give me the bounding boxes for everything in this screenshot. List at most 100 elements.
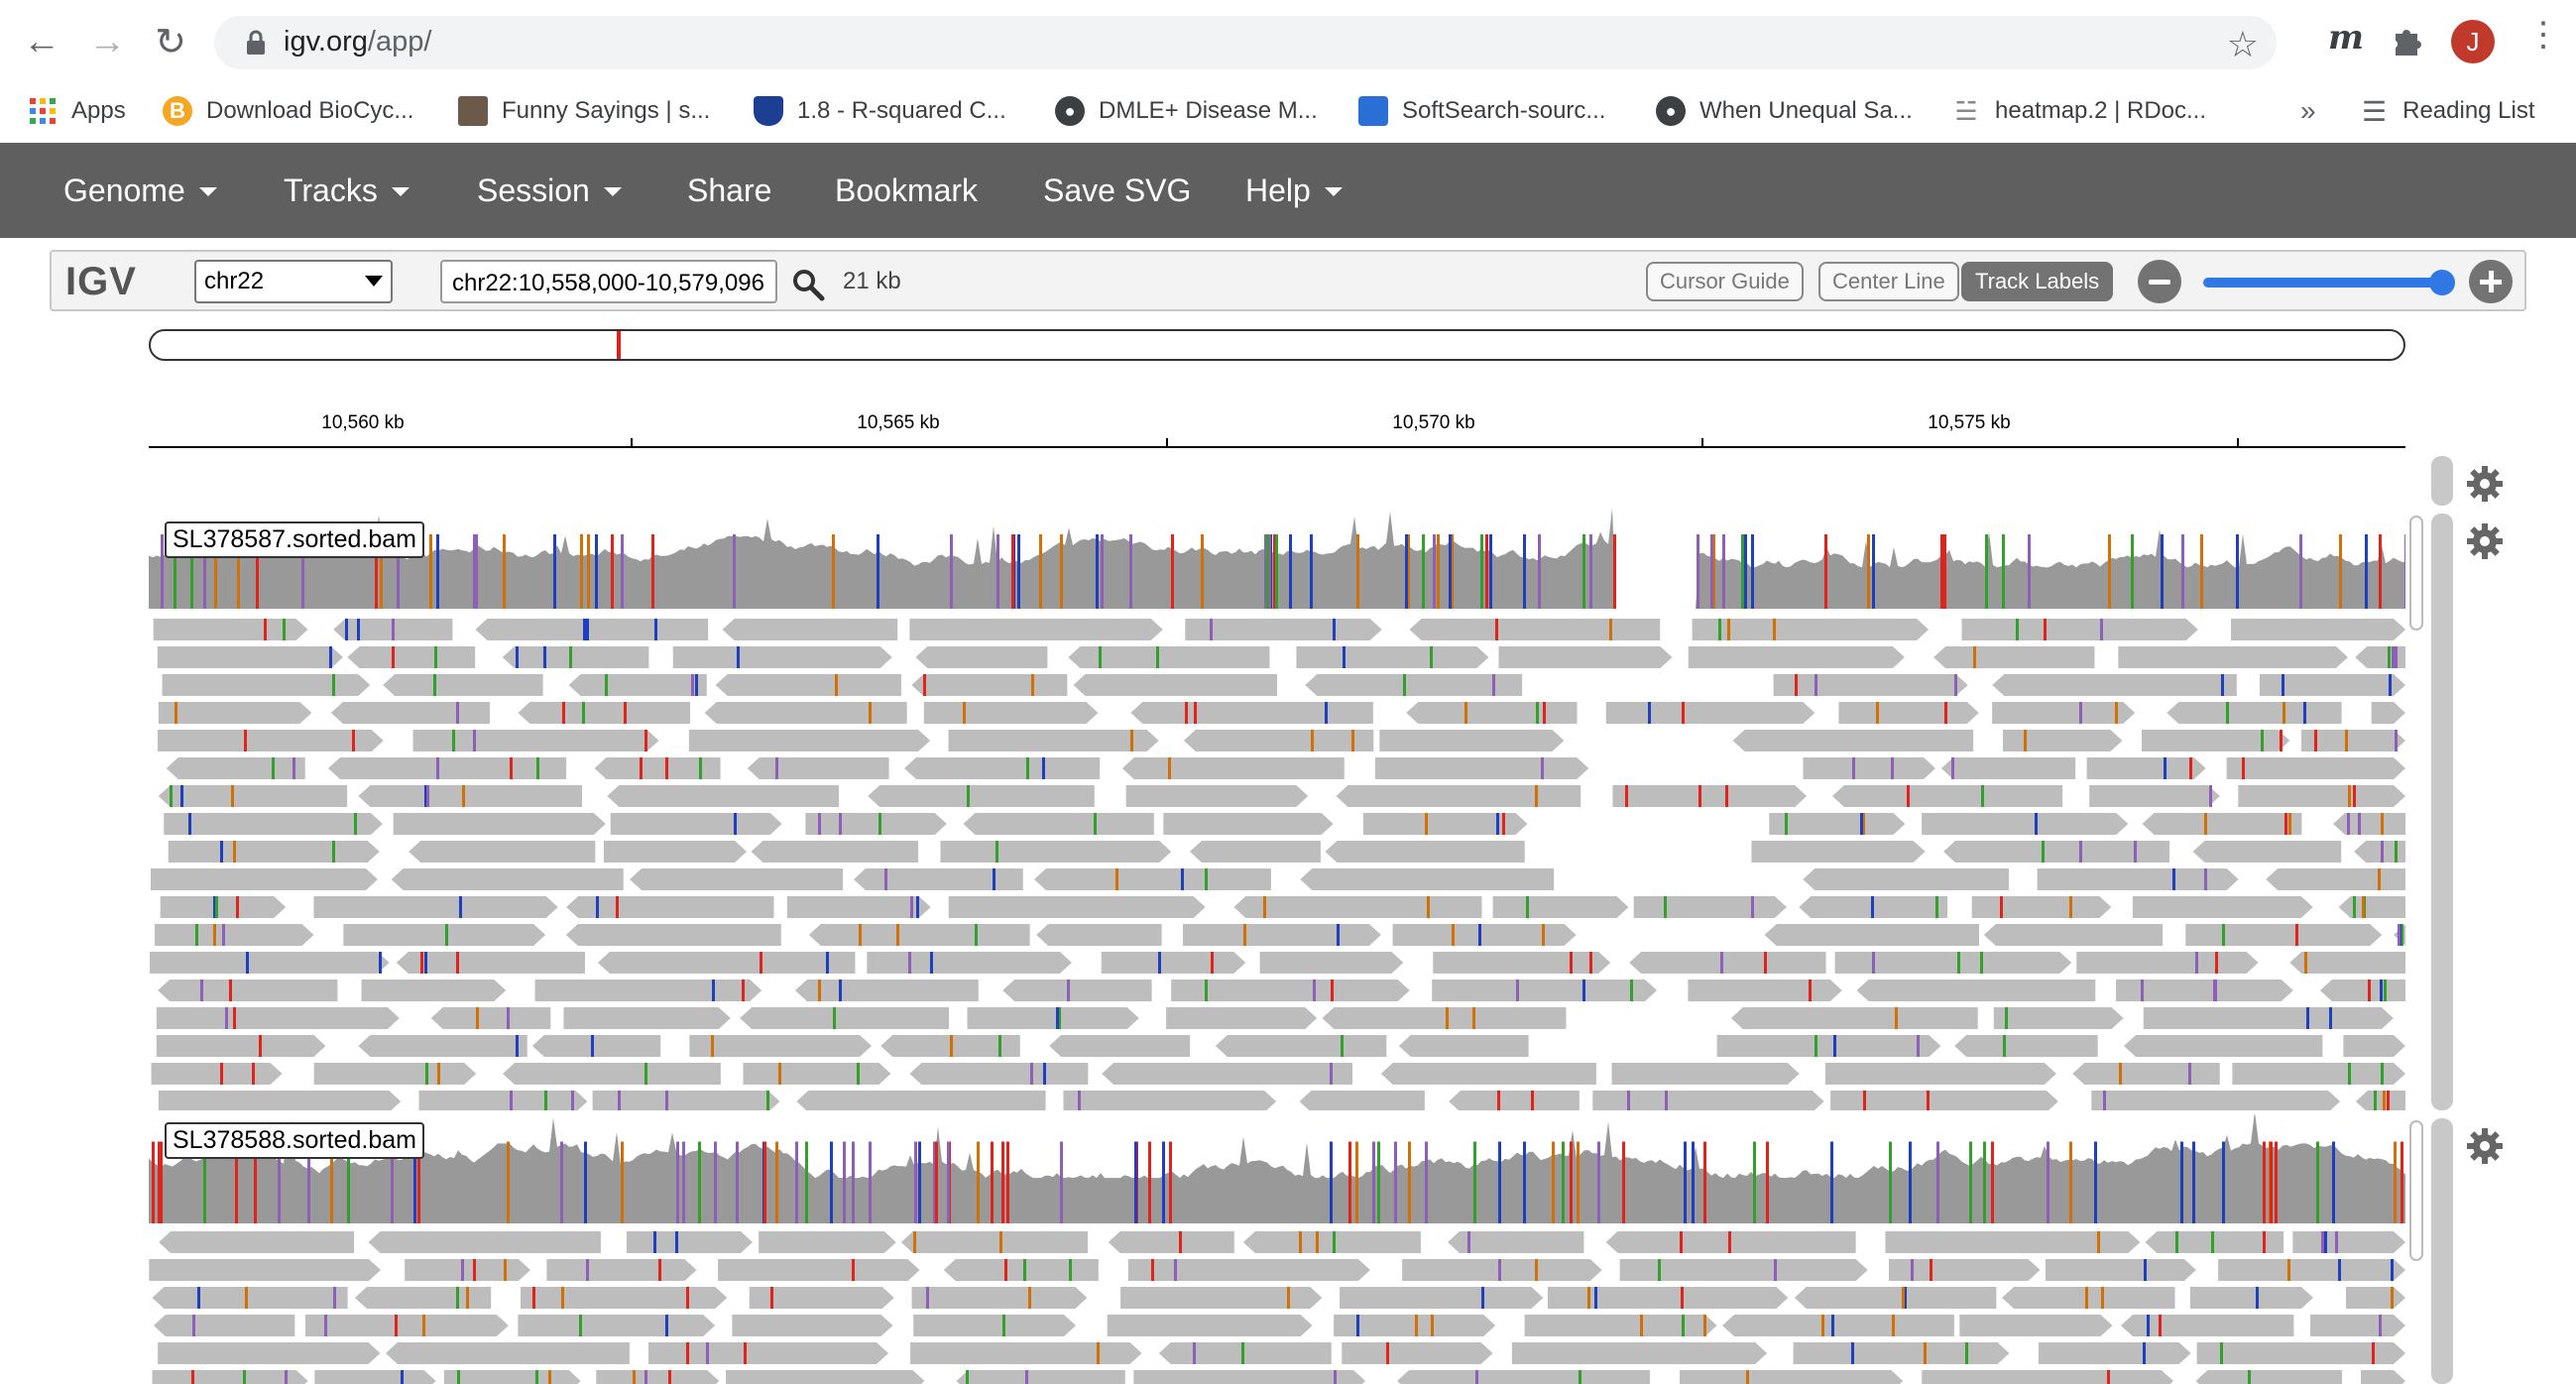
aligned-read[interactable] — [1334, 1315, 1496, 1336]
aligned-read[interactable] — [1034, 868, 1271, 890]
aligned-read[interactable] — [1189, 841, 1321, 863]
bookmark-star-icon[interactable]: ☆ — [2226, 24, 2259, 64]
aligned-read[interactable] — [2371, 702, 2405, 724]
aligned-read[interactable] — [396, 952, 585, 974]
aligned-read[interactable] — [1838, 702, 1979, 724]
aligned-read[interactable] — [2086, 757, 2206, 779]
aligned-read[interactable] — [1233, 896, 1482, 918]
aligned-read[interactable] — [157, 646, 343, 668]
aligned-read[interactable] — [566, 896, 774, 918]
aligned-read[interactable] — [1612, 785, 1808, 807]
aligned-read[interactable] — [418, 1091, 588, 1110]
back-arrow-icon[interactable]: ← — [23, 20, 60, 62]
aligned-read[interactable] — [160, 896, 287, 918]
aligned-read[interactable] — [330, 702, 490, 724]
aligned-read[interactable] — [900, 1231, 1088, 1253]
aligned-read[interactable] — [940, 841, 1172, 863]
aligned-read[interactable] — [911, 1287, 1088, 1309]
aligned-read[interactable] — [1108, 1231, 1234, 1253]
aligned-read[interactable] — [596, 1370, 720, 1384]
aligned-read[interactable] — [1769, 813, 1906, 835]
alignment-track-canvas[interactable] — [149, 510, 2405, 1110]
aligned-read[interactable] — [1730, 1007, 1978, 1029]
aligned-read[interactable] — [1296, 646, 1489, 668]
aligned-read[interactable] — [2132, 896, 2313, 918]
aligned-read[interactable] — [913, 1315, 1077, 1336]
aligned-read[interactable] — [2185, 924, 2383, 946]
aligned-read[interactable] — [1885, 1231, 2141, 1253]
aligned-read[interactable] — [689, 1035, 872, 1057]
aligned-read[interactable] — [1959, 1315, 2113, 1336]
aligned-read[interactable] — [1133, 1370, 1366, 1384]
aligned-read[interactable] — [2338, 896, 2405, 918]
aligned-read[interactable] — [1340, 1287, 1544, 1309]
aligned-read[interactable] — [1299, 1091, 1425, 1110]
aligned-read[interactable] — [592, 1091, 780, 1110]
locus-search-input[interactable]: chr22:10,558,000-10,579,096 — [440, 260, 777, 303]
aligned-read[interactable] — [1379, 730, 1565, 751]
menu-save-svg[interactable]: Save SVG — [1043, 143, 1191, 238]
bookmark-unequal[interactable]: ● When Unequal Sa... — [1656, 89, 1913, 133]
aligned-read[interactable] — [1163, 813, 1334, 835]
aligned-read[interactable] — [597, 952, 856, 974]
aligned-read[interactable] — [853, 868, 1023, 890]
aligned-read[interactable] — [1336, 785, 1581, 807]
aligned-read[interactable] — [1993, 1007, 2124, 1029]
aligned-read[interactable] — [1362, 813, 1528, 835]
aligned-read[interactable] — [1398, 1035, 1529, 1057]
aligned-read[interactable] — [1592, 1091, 1824, 1110]
aligned-read[interactable] — [534, 980, 762, 1001]
aligned-read[interactable] — [1183, 730, 1374, 751]
aligned-read[interactable] — [2355, 1091, 2405, 1110]
aligned-read[interactable] — [909, 1063, 1089, 1085]
aligned-read[interactable] — [2089, 785, 2220, 807]
aligned-read[interactable] — [909, 619, 1163, 640]
aligned-read[interactable] — [1305, 674, 1523, 696]
aligned-read[interactable] — [2072, 1063, 2220, 1085]
aligned-read[interactable] — [726, 1370, 925, 1384]
aligned-read[interactable] — [358, 785, 583, 807]
aligned-read[interactable] — [1073, 674, 1278, 696]
aligned-read[interactable] — [305, 1315, 509, 1336]
aligned-read[interactable] — [626, 1231, 753, 1253]
aligned-read[interactable] — [1803, 868, 2009, 890]
aligned-read[interactable] — [409, 841, 596, 863]
aligned-read[interactable] — [610, 813, 782, 835]
aligned-read[interactable] — [1259, 952, 1404, 974]
aligned-read[interactable] — [443, 1370, 581, 1384]
aligned-read[interactable] — [880, 1035, 1020, 1057]
more-bookmarks-button[interactable]: » — [2300, 95, 2316, 126]
chromosome-select[interactable]: chr22 — [194, 260, 393, 303]
aligned-read[interactable] — [159, 1231, 355, 1253]
aligned-read[interactable] — [521, 1287, 728, 1309]
aligned-read[interactable] — [759, 1231, 896, 1253]
aligned-read[interactable] — [1992, 702, 2136, 724]
aligned-read[interactable] — [2355, 646, 2405, 668]
aligned-read[interactable] — [1068, 646, 1270, 668]
aligned-read[interactable] — [153, 619, 308, 640]
address-bar[interactable]: igv.org/app/ ☆ — [214, 16, 2277, 69]
aligned-read[interactable] — [1961, 619, 2198, 640]
aligned-read[interactable] — [2141, 730, 2290, 751]
aligned-read[interactable] — [563, 1007, 731, 1029]
aligned-read[interactable] — [1511, 1342, 1768, 1364]
forward-arrow-icon[interactable]: → — [88, 20, 126, 62]
aligned-read[interactable] — [2231, 619, 2405, 640]
genomic-ruler[interactable]: 10,560 kb 10,565 kb 10,570 kb 10,575 kb — [149, 408, 2405, 448]
aligned-read[interactable] — [1127, 1259, 1370, 1281]
aligned-read[interactable] — [2142, 813, 2302, 835]
aligned-read[interactable] — [688, 730, 931, 751]
aligned-read[interactable] — [2319, 980, 2405, 1001]
aligned-read[interactable] — [155, 924, 314, 946]
extensions-puzzle-icon[interactable] — [2390, 22, 2425, 58]
aligned-read[interactable] — [1793, 1342, 2010, 1364]
aligned-read[interactable] — [152, 1287, 348, 1309]
aligned-read[interactable] — [1716, 1035, 1941, 1057]
aligned-read[interactable] — [2003, 730, 2123, 751]
aligned-read[interactable] — [1158, 1342, 1332, 1364]
aligned-read[interactable] — [393, 813, 606, 835]
aligned-read[interactable] — [1888, 1259, 2041, 1281]
bookmark-apps[interactable]: Apps — [28, 89, 126, 133]
aligned-read[interactable] — [963, 813, 1154, 835]
aligned-read[interactable] — [2038, 1342, 2191, 1364]
